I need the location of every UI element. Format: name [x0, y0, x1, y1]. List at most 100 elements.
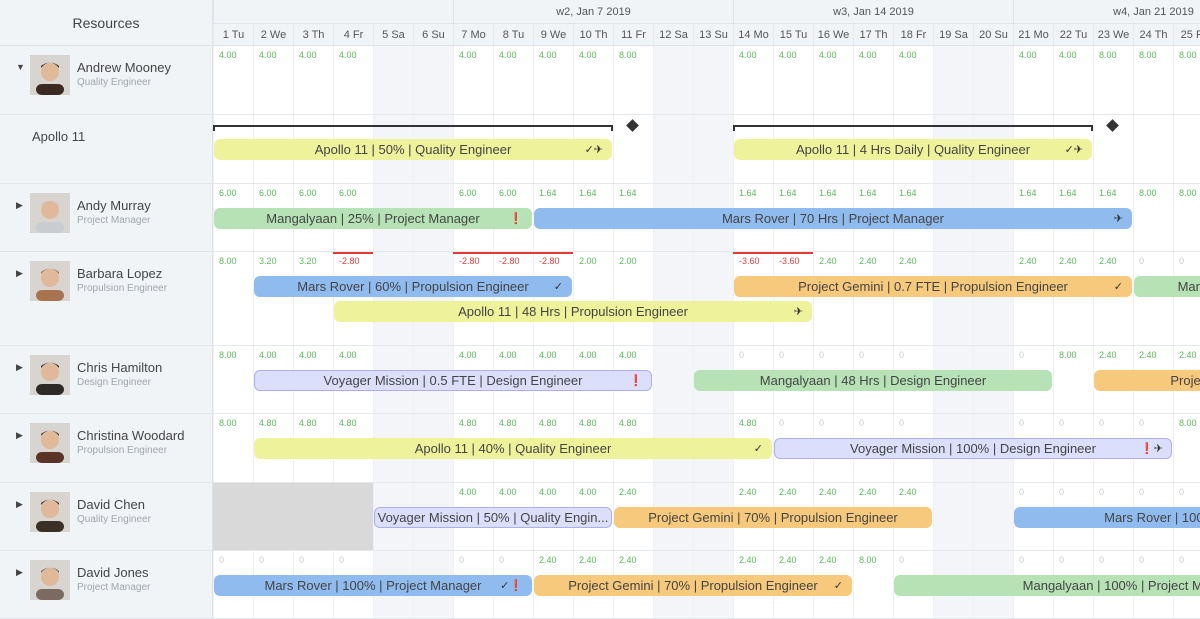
assignment-bar[interactable]: Mars Rover | 100% | Quality Engineer — [1014, 507, 1200, 528]
assignment-bar[interactable]: Mangalyaan | 100% | Project Manager — [894, 575, 1200, 596]
day-header: 21 Mo — [1013, 24, 1053, 46]
assignment-bar[interactable]: Mangalyaan — [1134, 276, 1200, 297]
resource-row[interactable]: ▶ David Chen Quality Engineer — [0, 483, 213, 551]
expand-icon[interactable]: ▶ — [16, 200, 23, 210]
expand-icon[interactable]: ▶ — [16, 499, 23, 509]
status-icons: ✓ — [753, 443, 763, 455]
day-column — [733, 46, 773, 619]
assignment-bar[interactable]: Voyager Mission | 100% | Design Engineer… — [774, 438, 1172, 459]
resource-row[interactable]: ▶ Andy Murray Project Manager — [0, 184, 213, 252]
resource-role: Quality Engineer — [77, 77, 151, 88]
assignment-bar[interactable]: Project Gemini | 70% | Propulsion Engine… — [534, 575, 852, 596]
day-header: 1 Tu — [213, 24, 253, 46]
capacity-value: 3.20 — [299, 256, 317, 266]
resource-name[interactable]: Andrew Mooney — [77, 60, 171, 75]
assignment-bar[interactable]: Mars Rover | 100% | Project Manager ✓❗ — [214, 575, 532, 596]
day-column — [453, 46, 493, 619]
day-header: 10 Th — [573, 24, 613, 46]
capacity-value: 1.64 — [859, 188, 877, 198]
assignment-label: Mangalyaan | 100% | Project Manager — [1022, 578, 1200, 593]
day-header: 2 We — [253, 24, 293, 46]
assignment-bar[interactable]: Mangalyaan | 25% | Project Manager ❗ — [214, 208, 532, 229]
expand-icon[interactable]: ▶ — [16, 430, 23, 440]
resource-name[interactable]: Christina Woodard — [77, 428, 185, 443]
resource-row[interactable]: ▶ David Jones Project Manager — [0, 551, 213, 619]
capacity-value: 4.00 — [619, 350, 637, 360]
capacity-value: 2.00 — [619, 256, 637, 266]
capacity-value: 0 — [299, 555, 305, 565]
unavailable-block — [213, 483, 373, 550]
status-icons: ❗ — [509, 213, 523, 225]
assignment-bar[interactable]: Mangalyaan | 48 Hrs | Design Engineer — [694, 370, 1052, 391]
resource-name[interactable]: David Jones — [77, 565, 149, 580]
capacity-value: 2.40 — [1099, 256, 1117, 266]
expand-icon[interactable]: ▶ — [16, 567, 23, 577]
assignment-bar[interactable]: Mars Rover | 70 Hrs | Project Manager ✈ — [534, 208, 1132, 229]
capacity-value: 0 — [1139, 418, 1145, 428]
capacity-value: 2.40 — [819, 555, 837, 565]
capacity-value: 4.00 — [459, 50, 477, 60]
assignment-label: Project Gemini | 0.7 FTE | Propulsion En… — [798, 279, 1068, 294]
day-header: 8 Tu — [493, 24, 533, 46]
resource-role: Design Engineer — [77, 377, 151, 388]
resource-row[interactable]: ▶ Barbara Lopez Propulsion Engineer — [0, 252, 213, 346]
day-column — [1173, 46, 1200, 619]
resource-role: Propulsion Engineer — [77, 445, 168, 456]
capacity-value: 0 — [779, 418, 785, 428]
capacity-value: 0 — [1059, 487, 1065, 497]
capacity-value: 1.64 — [1059, 188, 1077, 198]
assignment-label: Apollo 11 | 50% | Quality Engineer — [314, 142, 512, 157]
resource-name[interactable]: Barbara Lopez — [77, 266, 163, 281]
assignment-bar[interactable]: Project Gemini | 0.7 FTE | Propulsion En… — [734, 276, 1132, 297]
assignment-bar[interactable]: Project Gemini — [1094, 370, 1200, 391]
project-span-bracket — [213, 125, 613, 131]
resource-row[interactable]: ▶ Christina Woodard Propulsion Engineer — [0, 414, 213, 483]
project-row-label[interactable]: Apollo 11 — [0, 115, 213, 184]
capacity-value: 0 — [1179, 256, 1185, 266]
collapse-icon[interactable]: ▼ — [16, 62, 25, 72]
week-header — [213, 0, 453, 24]
assignment-bar[interactable]: Voyager Mission | 50% | Quality Engin... — [374, 507, 612, 528]
expand-icon[interactable]: ▶ — [16, 362, 23, 372]
resource-name[interactable]: Chris Hamilton — [77, 360, 163, 375]
capacity-value: 1.64 — [739, 188, 757, 198]
assignment-bar[interactable]: Mars Rover | 60% | Propulsion Engineer ✓ — [254, 276, 572, 297]
schedule-grid[interactable]: 1 Tu 2 We 3 Th 4 Fr 5 Sa 6 Su 7 Mo 8 Tu 9 We 10 T… — [213, 0, 1200, 619]
resource-name[interactable]: David Chen — [77, 497, 145, 512]
resource-row[interactable]: ▶ Chris Hamilton Design Engineer — [0, 346, 213, 414]
capacity-value: 2.40 — [779, 555, 797, 565]
capacity-value: 4.00 — [579, 50, 597, 60]
assignment-label: Mars Rover | 60% | Propulsion Engineer — [297, 279, 529, 294]
assignment-bar[interactable]: Apollo 11 | 40% | Quality Engineer ✓ — [254, 438, 772, 459]
day-column — [933, 46, 973, 619]
day-column — [293, 46, 333, 619]
expand-icon[interactable]: ▶ — [16, 268, 23, 278]
assignment-bar[interactable]: Apollo 11 | 50% | Quality Engineer ✓✈ — [214, 139, 612, 160]
resource-name[interactable]: Andy Murray — [77, 198, 151, 213]
capacity-value: 4.00 — [539, 350, 557, 360]
capacity-value: 4.00 — [579, 350, 597, 360]
assignment-bar[interactable]: Project Gemini | 70% | Propulsion Engine… — [614, 507, 932, 528]
assignment-label: Voyager Mission | 0.5 FTE | Design Engin… — [323, 373, 583, 388]
capacity-value: 4.00 — [499, 50, 517, 60]
capacity-value: 0 — [859, 350, 865, 360]
capacity-value: 0 — [899, 418, 905, 428]
row-divider — [213, 550, 1200, 551]
day-column — [1133, 46, 1173, 619]
assignment-label: Mangalyaan — [1177, 279, 1200, 294]
capacity-value: 2.40 — [1099, 350, 1117, 360]
status-icons: ✓✈ — [584, 144, 603, 156]
assignment-bar[interactable]: Apollo 11 | 4 Hrs Daily | Quality Engine… — [734, 139, 1092, 160]
capacity-value: 2.40 — [819, 256, 837, 266]
assignment-bar[interactable]: Voyager Mission | 0.5 FTE | Design Engin… — [254, 370, 652, 391]
avatar — [30, 261, 70, 301]
capacity-value: -3.60 — [739, 256, 760, 266]
day-header: 5 Sa — [373, 24, 413, 46]
capacity-value: 4.00 — [259, 50, 277, 60]
capacity-value: 8.00 — [859, 555, 877, 565]
assignment-bar[interactable]: Apollo 11 | 48 Hrs | Propulsion Engineer… — [334, 301, 812, 322]
resource-row[interactable]: ▼ Andrew Mooney Quality Engineer — [0, 46, 213, 115]
capacity-value: 0 — [1019, 418, 1025, 428]
capacity-value: 6.00 — [299, 188, 317, 198]
avatar — [30, 492, 70, 532]
